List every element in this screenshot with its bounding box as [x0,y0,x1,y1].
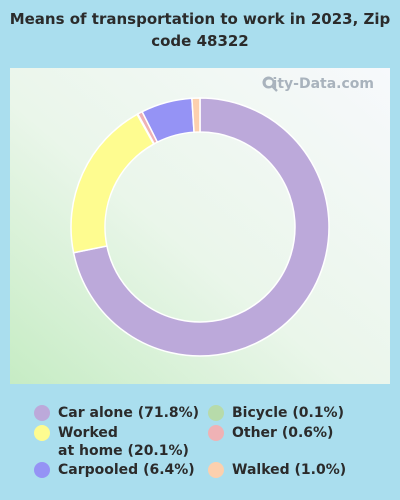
legend-item-bicycle: Bicycle (0.1%) [208,404,344,422]
chart-title: Means of transportation to work in 2023,… [9,10,391,50]
donut-slice-worked-at-home [70,113,155,254]
legend-item-other: Other (0.6%) [208,424,333,442]
legend-item-car-alone: Car alone (71.8%) [34,404,199,422]
legend-swatch [34,425,50,441]
legend: Car alone (71.8%) Worked at home (20.1%)… [34,402,374,492]
donut-slice-car-alone [72,97,330,357]
legend-swatch [208,425,224,441]
legend-item-carpooled: Carpooled (6.4%) [34,461,195,479]
legend-label: Walked (1.0%) [232,462,347,478]
legend-label: Other (0.6%) [232,425,334,441]
watermark: City-Data.com [262,76,374,92]
legend-swatch [34,462,50,478]
legend-item-worked-at-home: Worked at home (20.1%) [34,424,189,460]
donut-slice-walked [191,97,201,133]
plot-area: City-Data.com [10,68,390,384]
legend-label: Worked at home (20.1%) [58,425,189,459]
magnifier-icon [262,76,279,92]
legend-label: Car alone (71.8%) [58,405,200,421]
legend-swatch [208,462,224,478]
watermark-text: City-Data.com [262,76,374,92]
donut-chart [70,97,330,357]
legend-item-walked: Walked (1.0%) [208,461,346,479]
legend-swatch [208,405,224,421]
legend-label: Carpooled (6.4%) [58,462,195,478]
legend-swatch [34,405,50,421]
legend-label: Bicycle (0.1%) [232,405,344,421]
